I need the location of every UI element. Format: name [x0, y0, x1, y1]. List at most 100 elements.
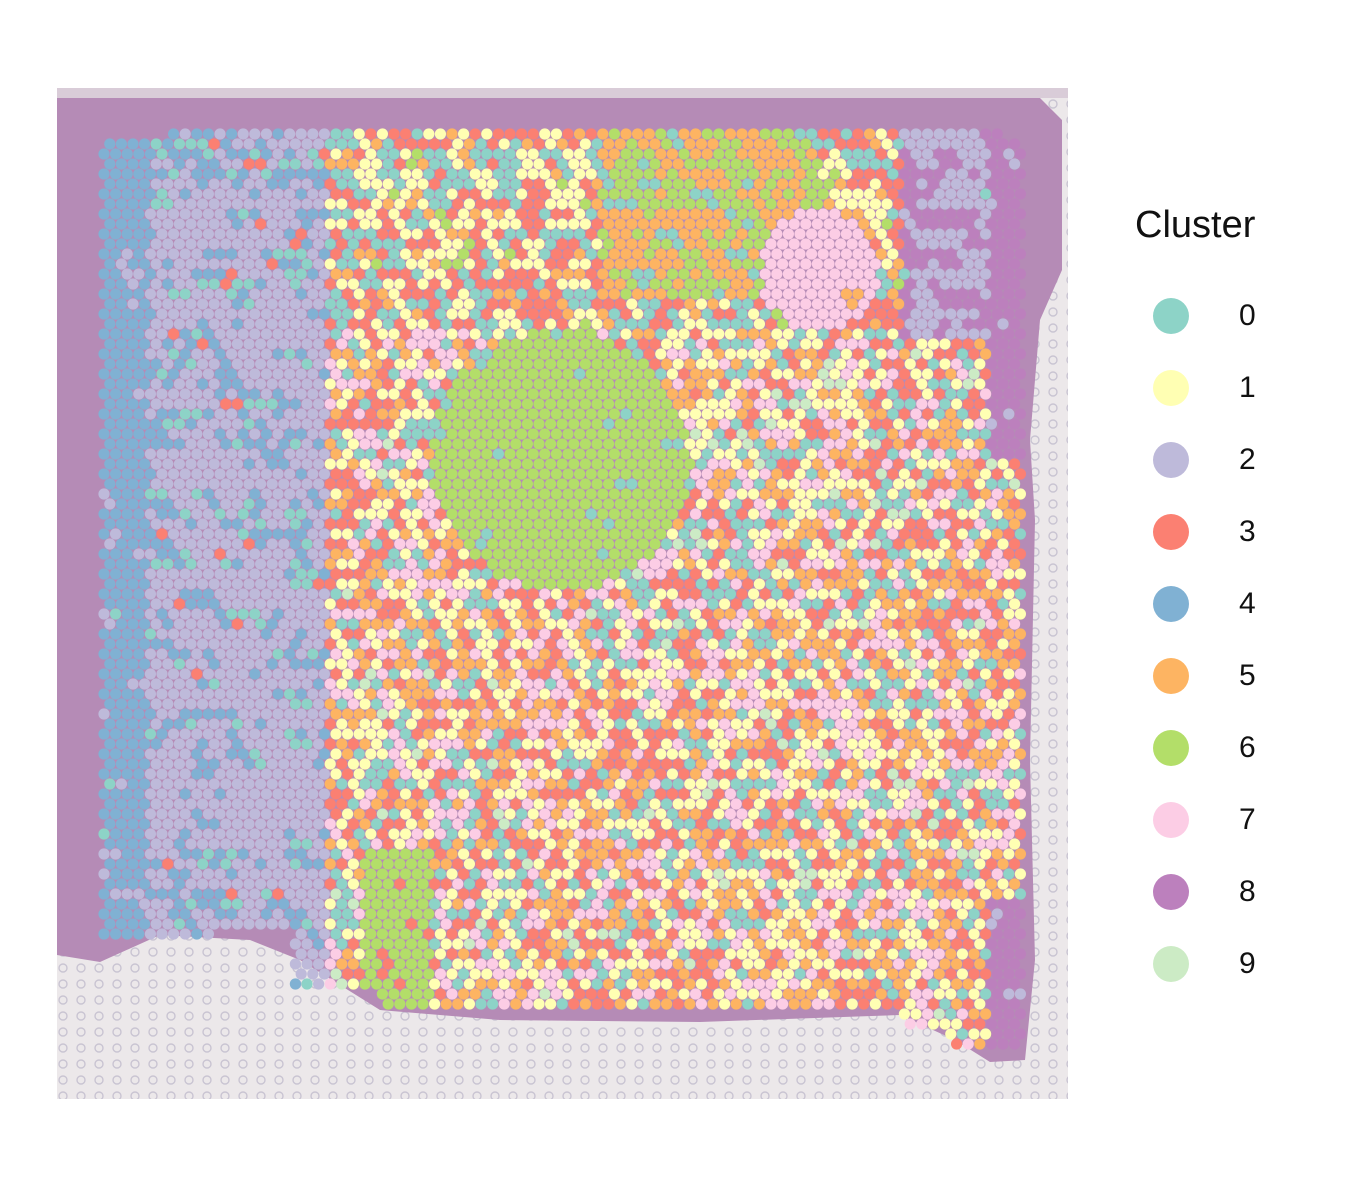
cluster-spot — [968, 208, 980, 220]
cluster-spot — [185, 418, 197, 430]
cluster-spot — [260, 328, 272, 340]
cluster-spot — [156, 488, 168, 500]
cluster-spot — [962, 198, 974, 210]
cluster-spot — [608, 588, 621, 600]
cluster-spot — [255, 338, 267, 350]
cluster-spot — [736, 528, 748, 540]
cluster-spot — [504, 548, 516, 560]
cluster-spot — [777, 158, 789, 170]
cluster-spot — [579, 498, 592, 510]
cluster-spot — [852, 508, 864, 520]
cluster-spot — [562, 448, 574, 460]
cluster-spot — [475, 398, 487, 410]
cluster-spot — [266, 658, 278, 670]
cluster-spot — [951, 258, 963, 270]
cluster-spot — [765, 458, 777, 470]
cluster-spot — [666, 468, 679, 480]
cluster-spot — [156, 588, 168, 600]
cluster-spot — [910, 308, 922, 320]
cluster-spot — [463, 398, 475, 410]
cluster-spot — [463, 278, 475, 290]
cluster-spot — [475, 238, 487, 250]
cluster-spot — [400, 468, 412, 480]
cluster-spot — [672, 258, 684, 270]
cluster-spot — [498, 278, 510, 290]
cluster-spot — [666, 428, 679, 440]
cluster-spot — [446, 548, 458, 560]
cluster-spot — [597, 688, 609, 700]
cluster-spot — [869, 698, 882, 710]
cluster-spot — [365, 608, 377, 620]
cluster-spot — [208, 478, 220, 490]
cluster-spot — [858, 618, 870, 630]
cluster-spot — [811, 738, 824, 750]
cluster-spot — [133, 748, 145, 760]
cluster-spot — [730, 398, 742, 410]
cluster-spot — [869, 258, 882, 270]
cluster-spot — [672, 678, 684, 690]
cluster-spot — [637, 218, 650, 230]
cluster-spot — [237, 728, 249, 740]
cluster-spot — [742, 158, 754, 170]
cluster-spot — [945, 208, 957, 220]
cluster-spot — [684, 498, 696, 510]
cluster-spot — [127, 418, 139, 430]
cluster-spot — [185, 698, 197, 710]
cluster-spot — [231, 318, 243, 330]
cluster-spot — [359, 278, 371, 290]
cluster-spot — [777, 458, 789, 470]
cluster-spot — [968, 688, 980, 700]
cluster-spot — [307, 528, 319, 540]
cluster-spot — [139, 658, 151, 670]
cluster-spot — [684, 398, 696, 410]
cluster-spot — [353, 228, 365, 240]
cluster-spot — [168, 688, 180, 700]
cluster-spot — [498, 218, 510, 230]
cluster-spot — [655, 248, 667, 260]
cluster-spot — [951, 378, 963, 390]
cluster-spot — [197, 478, 209, 490]
cluster-spot — [1014, 528, 1026, 540]
cluster-spot — [434, 568, 446, 580]
cluster-spot — [411, 468, 423, 480]
cluster-spot — [98, 508, 110, 520]
cluster-spot — [817, 568, 829, 580]
cluster-spot — [643, 268, 655, 280]
cluster-spot — [951, 518, 963, 530]
cluster-spot — [910, 268, 922, 280]
cluster-spot — [342, 728, 354, 740]
cluster-spot — [574, 548, 586, 560]
cluster-spot — [887, 468, 899, 480]
cluster-spot — [956, 508, 969, 520]
cluster-spot — [243, 418, 255, 430]
cluster-spot — [765, 738, 777, 750]
cluster-spot — [98, 608, 110, 620]
cluster-spot — [260, 248, 272, 260]
cluster-spot — [463, 338, 475, 350]
cluster-spot — [307, 188, 319, 200]
cluster-spot — [214, 728, 226, 740]
cluster-spot — [289, 658, 301, 670]
cluster-spot — [643, 608, 655, 620]
cluster-spot — [150, 658, 162, 670]
cluster-spot — [707, 538, 719, 550]
cluster-spot — [626, 258, 638, 270]
cluster-spot — [806, 348, 818, 360]
cluster-spot — [110, 548, 122, 560]
cluster-spot — [661, 158, 673, 170]
cluster-spot — [997, 458, 1009, 470]
cluster-spot — [150, 358, 162, 370]
cluster-spot — [469, 548, 481, 560]
cluster-spot — [684, 558, 696, 570]
cluster-spot — [817, 608, 829, 620]
cluster-spot — [365, 308, 377, 320]
cluster-spot — [608, 428, 621, 440]
cluster-spot — [898, 668, 911, 680]
cluster-spot — [492, 448, 504, 460]
cluster-spot — [353, 488, 365, 500]
cluster-spot — [678, 328, 690, 340]
cluster-spot — [260, 708, 272, 720]
cluster-spot — [359, 178, 371, 190]
cluster-spot — [434, 688, 446, 700]
cluster-spot — [388, 288, 400, 300]
